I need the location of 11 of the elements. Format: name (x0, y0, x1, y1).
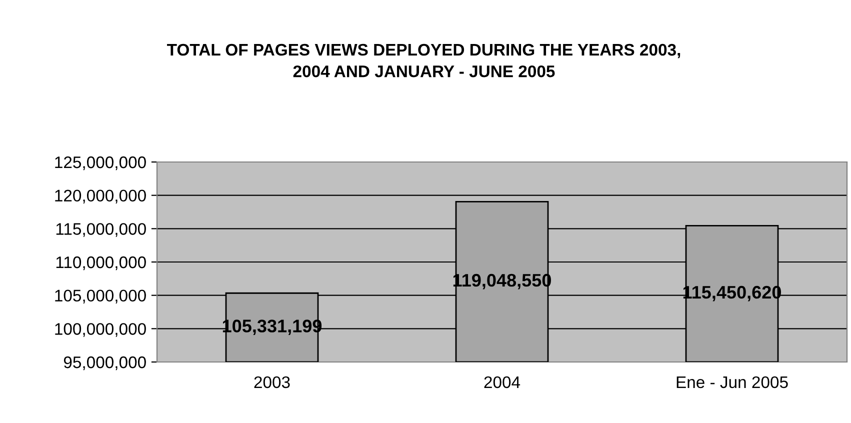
x-tick-label: 2004 (484, 376, 520, 388)
y-tick-label: 105,000,000 (55, 290, 146, 304)
chart-title: TOTAL OF PAGES VIEWS DEPLOYED DURING THE YEARS 2003, 2004 AND JANUARY - JUNE 2005 (167, 44, 680, 78)
x-tick-label: Ene - Jun 2005 (676, 376, 788, 388)
y-tick-label: 110,000,000 (56, 256, 146, 270)
y-tick-label: 115,000,000 (56, 223, 146, 237)
x-tick-label: 2003 (254, 376, 290, 388)
y-tick-label: 100,000,000 (55, 323, 146, 337)
y-tick-label: 125,000,000 (55, 156, 146, 170)
y-tick-label: 95,000,000 (64, 356, 146, 370)
y-tick-label: 120,000,000 (55, 190, 146, 204)
